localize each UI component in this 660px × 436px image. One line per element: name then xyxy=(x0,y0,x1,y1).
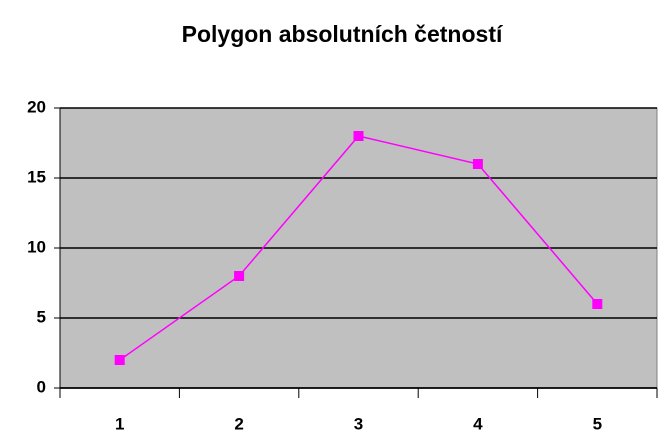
x-tick-label: 1 xyxy=(115,414,124,433)
x-tick-label: 4 xyxy=(473,414,483,433)
x-tick-label: 5 xyxy=(593,414,602,433)
y-tick-label: 20 xyxy=(27,97,46,116)
marker xyxy=(472,159,483,169)
x-tick-label: 3 xyxy=(354,414,363,433)
chart-title: Polygon absolutních četností xyxy=(182,21,504,47)
marker xyxy=(234,271,245,281)
y-tick-label: 15 xyxy=(27,167,46,186)
marker xyxy=(353,131,364,141)
marker xyxy=(592,299,603,309)
marker xyxy=(114,355,125,365)
y-tick-label: 5 xyxy=(37,307,46,326)
y-tick-label: 0 xyxy=(37,377,46,396)
y-tick-label: 10 xyxy=(27,237,46,256)
x-tick-label: 2 xyxy=(234,414,243,433)
